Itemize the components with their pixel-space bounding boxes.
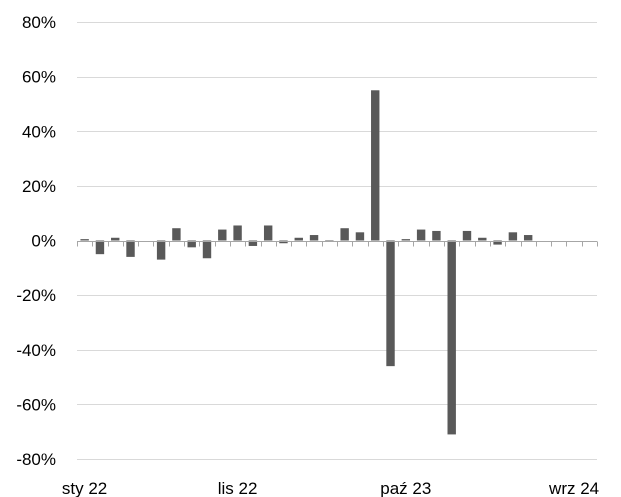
bar [478,237,487,241]
bar [218,229,227,241]
bar [386,240,395,367]
bar [172,228,181,241]
bar [80,239,89,241]
bar-series [80,90,533,435]
bar [340,228,349,241]
y-tick-label: 60% [22,68,56,87]
x-tick-label: sty 22 [62,479,107,497]
x-axis-labels: sty 22 lis 22 paź 23 wrz 24 [62,479,599,497]
y-tick-label: -20% [16,286,56,305]
y-tick-label: -60% [16,395,56,414]
bar [371,90,380,241]
bar [294,237,303,241]
y-tick-label: 20% [22,177,56,196]
bar [95,240,105,255]
bar [111,237,120,241]
bar [508,232,518,241]
bar [309,235,319,241]
bar [263,225,273,241]
bar [355,232,365,241]
bar [462,230,472,241]
x-axis [77,241,598,247]
bar [248,240,258,246]
bar [401,239,411,241]
y-tick-label: -80% [16,450,56,469]
y-axis-labels: 80% 60% 40% 20% 0% -20% -40% -60% -80% [16,13,56,469]
y-tick-label: -40% [16,341,56,360]
bar [416,229,426,241]
bar [202,240,212,259]
bar [126,240,135,257]
bar [233,225,242,241]
gridlines [77,22,597,460]
bar [156,240,166,260]
bar [523,235,533,241]
bar [447,240,456,435]
x-tick-label: wrz 24 [548,479,599,497]
y-tick-label: 0% [31,232,56,251]
y-tick-label: 80% [22,13,56,32]
y-tick-label: 40% [22,122,56,141]
bar [187,240,196,248]
bar [432,230,441,241]
bar [493,240,502,245]
x-tick-label: lis 22 [218,479,258,497]
x-tick-label: paź 23 [380,479,431,497]
